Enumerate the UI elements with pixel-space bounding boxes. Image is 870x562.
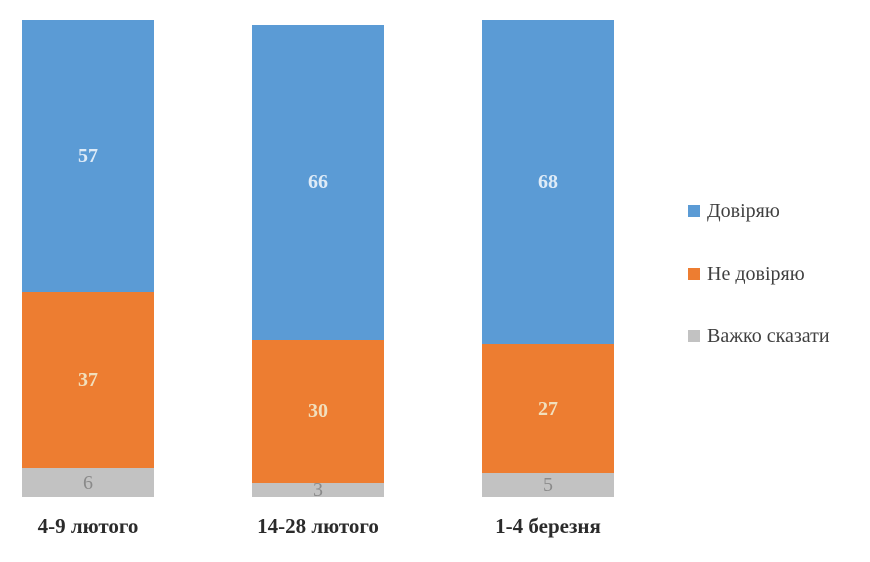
segment-hard-to-say: 5 (482, 473, 614, 497)
data-label: 37 (78, 369, 98, 392)
legend-label: Довіряю (707, 200, 780, 222)
segment-trust: 57 (22, 20, 154, 292)
data-label: 30 (308, 400, 328, 423)
data-label: 57 (78, 144, 98, 167)
legend: Довіряю Не довіряю Важко сказати (688, 199, 830, 348)
segment-no-trust: 37 (22, 291, 154, 469)
data-label: 3 (313, 478, 323, 501)
segment-hard-to-say: 3 (252, 478, 384, 501)
legend-item-no-trust: Не довіряю (688, 262, 830, 286)
segment-trust: 66 (252, 24, 384, 340)
legend-label: Важко сказати (707, 325, 830, 347)
bar-group-feb14-28: 66 30 3 (252, 24, 384, 501)
bar-group-feb4-9: 57 37 6 (22, 20, 154, 497)
segment-no-trust: 30 (252, 339, 384, 483)
data-label: 27 (538, 397, 558, 420)
segment-hard-to-say: 6 (22, 468, 154, 497)
data-label: 68 (538, 171, 558, 194)
data-label: 5 (543, 474, 553, 497)
x-axis-label-mar1-4: 1-4 березня (495, 514, 601, 538)
legend-label: Не довіряю (707, 262, 805, 285)
segment-no-trust: 27 (482, 344, 614, 474)
legend-swatch-orange (688, 267, 700, 280)
legend-swatch-blue (688, 205, 700, 217)
data-label: 6 (83, 471, 93, 494)
x-axis-label-feb4-9: 4-9 лютого (37, 514, 139, 538)
legend-swatch-gray (688, 330, 700, 342)
segment-trust: 68 (482, 20, 614, 345)
legend-item-hard-to-say: Важко сказати (688, 324, 830, 348)
bar-group-mar1-4: 68 27 5 (482, 20, 614, 497)
x-axis-label-feb14-28: 14-28 лютого (257, 514, 379, 538)
legend-item-trust: Довіряю (688, 199, 830, 223)
data-label: 66 (308, 171, 328, 194)
